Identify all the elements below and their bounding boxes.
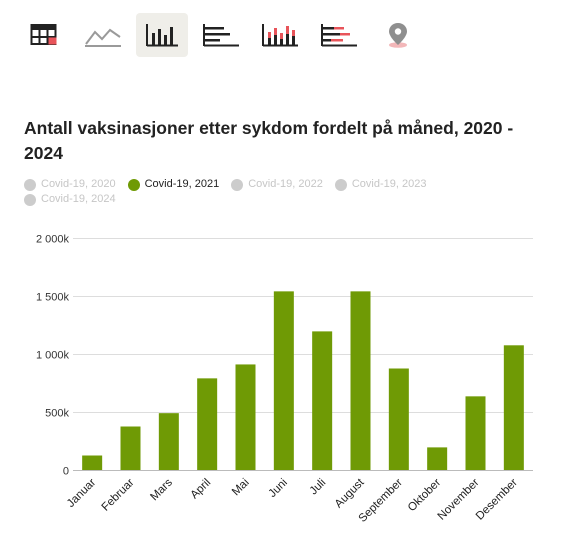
bar <box>273 291 294 470</box>
legend-dot <box>24 178 36 191</box>
x-tick-label: Juni <box>267 477 290 500</box>
legend-dot <box>231 178 244 191</box>
line-chart-button[interactable] <box>77 13 129 57</box>
bar <box>197 378 218 470</box>
x-tick-label: Juli <box>308 477 329 498</box>
legend-item-covid-2020[interactable]: Covid-19, 2020 <box>24 177 116 192</box>
chart-title: Antall vaksinasjoner etter sykdom fordel… <box>24 118 514 163</box>
legend-item-covid-2024[interactable]: Covid-19, 2024 <box>24 192 116 207</box>
bar <box>158 413 179 470</box>
stacked-bar-chart-button[interactable] <box>313 13 365 57</box>
x-tick-label: Februar <box>100 477 137 514</box>
y-tick-label: 1 500k <box>36 292 70 304</box>
bar <box>503 345 524 470</box>
x-tick-label: August <box>333 476 367 510</box>
bar-chart-icon <box>203 24 239 47</box>
column-chart-button[interactable] <box>136 13 188 57</box>
legend-label: Covid-19, 2021 <box>144 178 220 190</box>
x-tick-label: April <box>189 477 214 502</box>
bar <box>350 291 371 470</box>
x-tick-label: Januar <box>65 477 98 510</box>
line-chart-icon <box>85 28 121 47</box>
x-tick-label: Oktober <box>406 477 444 515</box>
legend-item-covid-2023[interactable]: Covid-19, 2023 <box>334 177 427 192</box>
map-view-button[interactable] <box>372 13 424 57</box>
y-tick-label: 2 000k <box>36 234 70 246</box>
stacked-column-chart-button[interactable] <box>254 13 306 57</box>
bar-chart-button[interactable] <box>195 13 247 57</box>
legend-label: Covid-19, 2022 <box>248 178 323 190</box>
legend-dot <box>127 178 140 191</box>
x-tick-label: Desember <box>474 477 520 523</box>
bar <box>82 455 103 470</box>
legend-label: Covid-19, 2023 <box>351 178 427 190</box>
bar <box>427 447 448 470</box>
legend-dot <box>24 193 36 206</box>
legend-label: Covid-19, 2020 <box>41 178 116 190</box>
legend-item-covid-2022[interactable]: Covid-19, 2022 <box>231 177 323 192</box>
bar <box>388 368 409 470</box>
x-tick-label: Mars <box>148 476 175 503</box>
x-tick-label: Mai <box>230 477 252 499</box>
y-tick-label: 500k <box>45 408 69 420</box>
table-icon <box>30 24 57 45</box>
table-view-button[interactable] <box>18 13 70 57</box>
bar <box>235 364 256 470</box>
map-pin-icon <box>389 23 407 48</box>
bar <box>120 426 141 470</box>
y-tick-label: 1 000k <box>36 350 70 362</box>
legend-item-covid-2021[interactable]: Covid-19, 2021 <box>127 177 220 192</box>
bar <box>312 331 333 470</box>
legend: Covid-19, 2020 Covid-19, 2021 Covid-19, … <box>24 177 484 207</box>
stacked-column-chart-icon <box>262 24 298 47</box>
chart-type-toolbar <box>18 13 431 57</box>
legend-label: Covid-19, 2024 <box>41 193 116 205</box>
stacked-bar-chart-icon <box>321 24 357 47</box>
legend-dot <box>334 178 347 191</box>
column-chart-icon <box>146 24 178 47</box>
y-tick-label: 0 <box>63 466 69 478</box>
bar <box>465 396 486 470</box>
